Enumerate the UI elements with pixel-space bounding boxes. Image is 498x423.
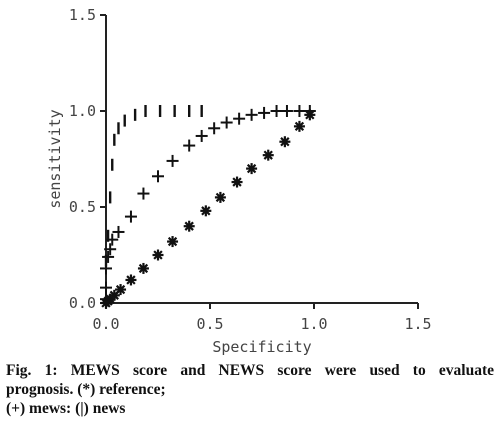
data-point-plus — [303, 105, 316, 117]
x-tick-label: 0.0 — [92, 315, 119, 333]
x-tick-label: 1.0 — [300, 315, 327, 333]
data-point-plus — [137, 187, 150, 200]
data-point-asterisk — [214, 191, 226, 203]
figure-caption: Fig. 1: MEWS score and NEWS score were u… — [6, 361, 494, 418]
data-point-plus — [100, 293, 112, 306]
data-point-asterisk — [115, 284, 127, 296]
x-tick-label: 0.5 — [196, 315, 223, 333]
data-point-plus — [208, 122, 221, 135]
data-point-plus — [245, 108, 258, 121]
data-point-plus — [100, 281, 112, 294]
data-point-plus — [280, 105, 293, 117]
y-tick-label: 1.5 — [69, 6, 96, 24]
caption-line-2: prognosis. (*) reference; — [6, 381, 166, 398]
data-point-plus — [104, 243, 117, 256]
data-point-plus — [195, 129, 208, 142]
series-plus — [100, 105, 316, 306]
data-point-asterisk — [279, 136, 291, 148]
data-point-asterisk — [125, 274, 137, 286]
data-point-plus — [102, 250, 115, 263]
y-axis-ticks: 0.0 0.5 1.0 1.5 — [69, 6, 106, 312]
caption-line-1: Fig. 1: MEWS score and NEWS score were u… — [6, 362, 494, 379]
data-point-asterisk — [293, 120, 305, 132]
data-point-plus — [183, 139, 196, 152]
data-point-plus — [124, 210, 137, 223]
roc-chart: 0.0 0.5 1.0 1.5 0.0 0.5 1.0 1.5 Specificity se… — [46, 6, 432, 356]
data-point-plus — [166, 154, 179, 167]
series-asterisk — [100, 109, 316, 309]
series-layer — [100, 105, 316, 309]
x-axis-ticks: 0.0 0.5 1.0 1.5 — [92, 303, 432, 333]
data-point-asterisk — [167, 236, 179, 248]
data-point-plus — [233, 112, 246, 125]
data-point-plus — [220, 116, 233, 129]
x-tick-label: 1.5 — [404, 315, 431, 333]
y-tick-label: 1.0 — [69, 102, 96, 120]
data-point-asterisk — [137, 262, 149, 274]
data-point-asterisk — [152, 249, 164, 261]
data-point-asterisk — [231, 176, 243, 188]
y-axis-label: sensitivity — [46, 109, 64, 208]
caption-line-3: (+) mews: (|) news — [6, 400, 126, 417]
data-point-plus — [258, 106, 271, 119]
x-axis-label: Specificity — [212, 338, 311, 356]
data-point-asterisk — [262, 149, 274, 161]
y-tick-label: 0.0 — [69, 294, 96, 312]
series-bar — [104, 105, 203, 267]
data-point-asterisk — [246, 163, 258, 175]
data-point-asterisk — [183, 220, 195, 232]
y-tick-label: 0.5 — [69, 198, 96, 216]
data-point-plus — [152, 170, 164, 183]
data-point-asterisk — [200, 205, 212, 217]
data-point-plus — [293, 105, 306, 117]
data-point-plus — [112, 225, 125, 238]
data-point-plus — [270, 105, 283, 117]
